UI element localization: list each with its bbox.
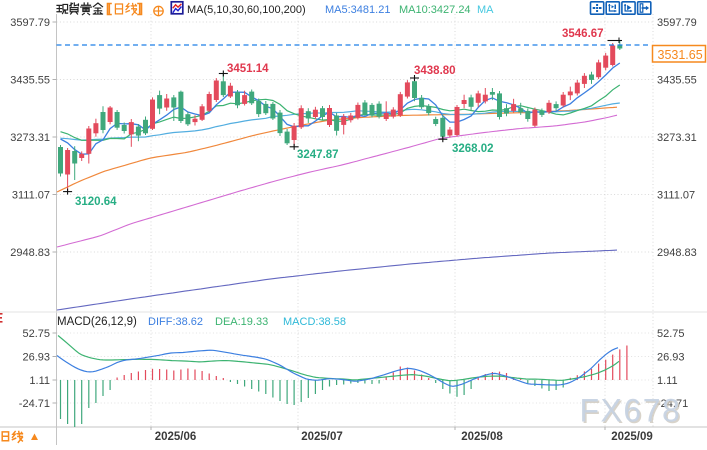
- svg-text:3451.14: 3451.14: [227, 63, 269, 75]
- svg-text:-24.71: -24.71: [19, 398, 50, 410]
- svg-text:MA: MA: [477, 4, 494, 16]
- svg-text:DIFF:38.62: DIFF:38.62: [148, 316, 203, 328]
- svg-text:3597.79: 3597.79: [657, 17, 697, 29]
- svg-text:FX678: FX678: [581, 394, 683, 430]
- svg-text:3273.31: 3273.31: [657, 132, 697, 144]
- svg-text:3546.67: 3546.67: [562, 28, 604, 40]
- svg-text:1.11: 1.11: [657, 375, 678, 387]
- svg-text:3597.79: 3597.79: [10, 17, 50, 29]
- svg-text:MA(5,10,30,60,100,200): MA(5,10,30,60,100,200): [187, 4, 306, 16]
- svg-text:-24.71: -24.71: [657, 398, 688, 410]
- svg-text:DEA:19.33: DEA:19.33: [215, 316, 268, 328]
- svg-text:MACD:38.58: MACD:38.58: [283, 316, 346, 328]
- svg-text:3438.80: 3438.80: [414, 65, 456, 77]
- svg-text:26.93: 26.93: [22, 352, 50, 364]
- svg-text:2025/06: 2025/06: [155, 431, 197, 443]
- svg-text:MA10:3427.24: MA10:3427.24: [399, 4, 471, 16]
- svg-text:3120.64: 3120.64: [75, 196, 117, 208]
- svg-text:2025/08: 2025/08: [461, 431, 503, 443]
- svg-text:MA5:3481.21: MA5:3481.21: [325, 4, 390, 16]
- svg-text:3531.65: 3531.65: [658, 48, 703, 62]
- svg-text:2025/09: 2025/09: [611, 431, 653, 443]
- svg-text:3111.07: 3111.07: [657, 190, 695, 202]
- svg-text:3111.07: 3111.07: [12, 190, 50, 202]
- svg-text:3268.02: 3268.02: [452, 143, 494, 155]
- svg-text:3273.31: 3273.31: [10, 132, 50, 144]
- svg-text:52.75: 52.75: [22, 328, 50, 340]
- svg-text:FX678: FX678: [580, 393, 682, 429]
- svg-text:2948.83: 2948.83: [10, 247, 50, 259]
- svg-text:3247.87: 3247.87: [297, 149, 339, 161]
- svg-text:52.75: 52.75: [657, 328, 685, 340]
- svg-text:2948.83: 2948.83: [657, 247, 697, 259]
- svg-text:3435.55: 3435.55: [10, 75, 50, 87]
- svg-text:3435.55: 3435.55: [657, 75, 697, 87]
- svg-text:1.11: 1.11: [29, 375, 50, 387]
- svg-text:2025/07: 2025/07: [301, 431, 343, 443]
- svg-text:MACD(26,12,9): MACD(26,12,9): [57, 316, 137, 328]
- svg-text:26.93: 26.93: [657, 352, 685, 364]
